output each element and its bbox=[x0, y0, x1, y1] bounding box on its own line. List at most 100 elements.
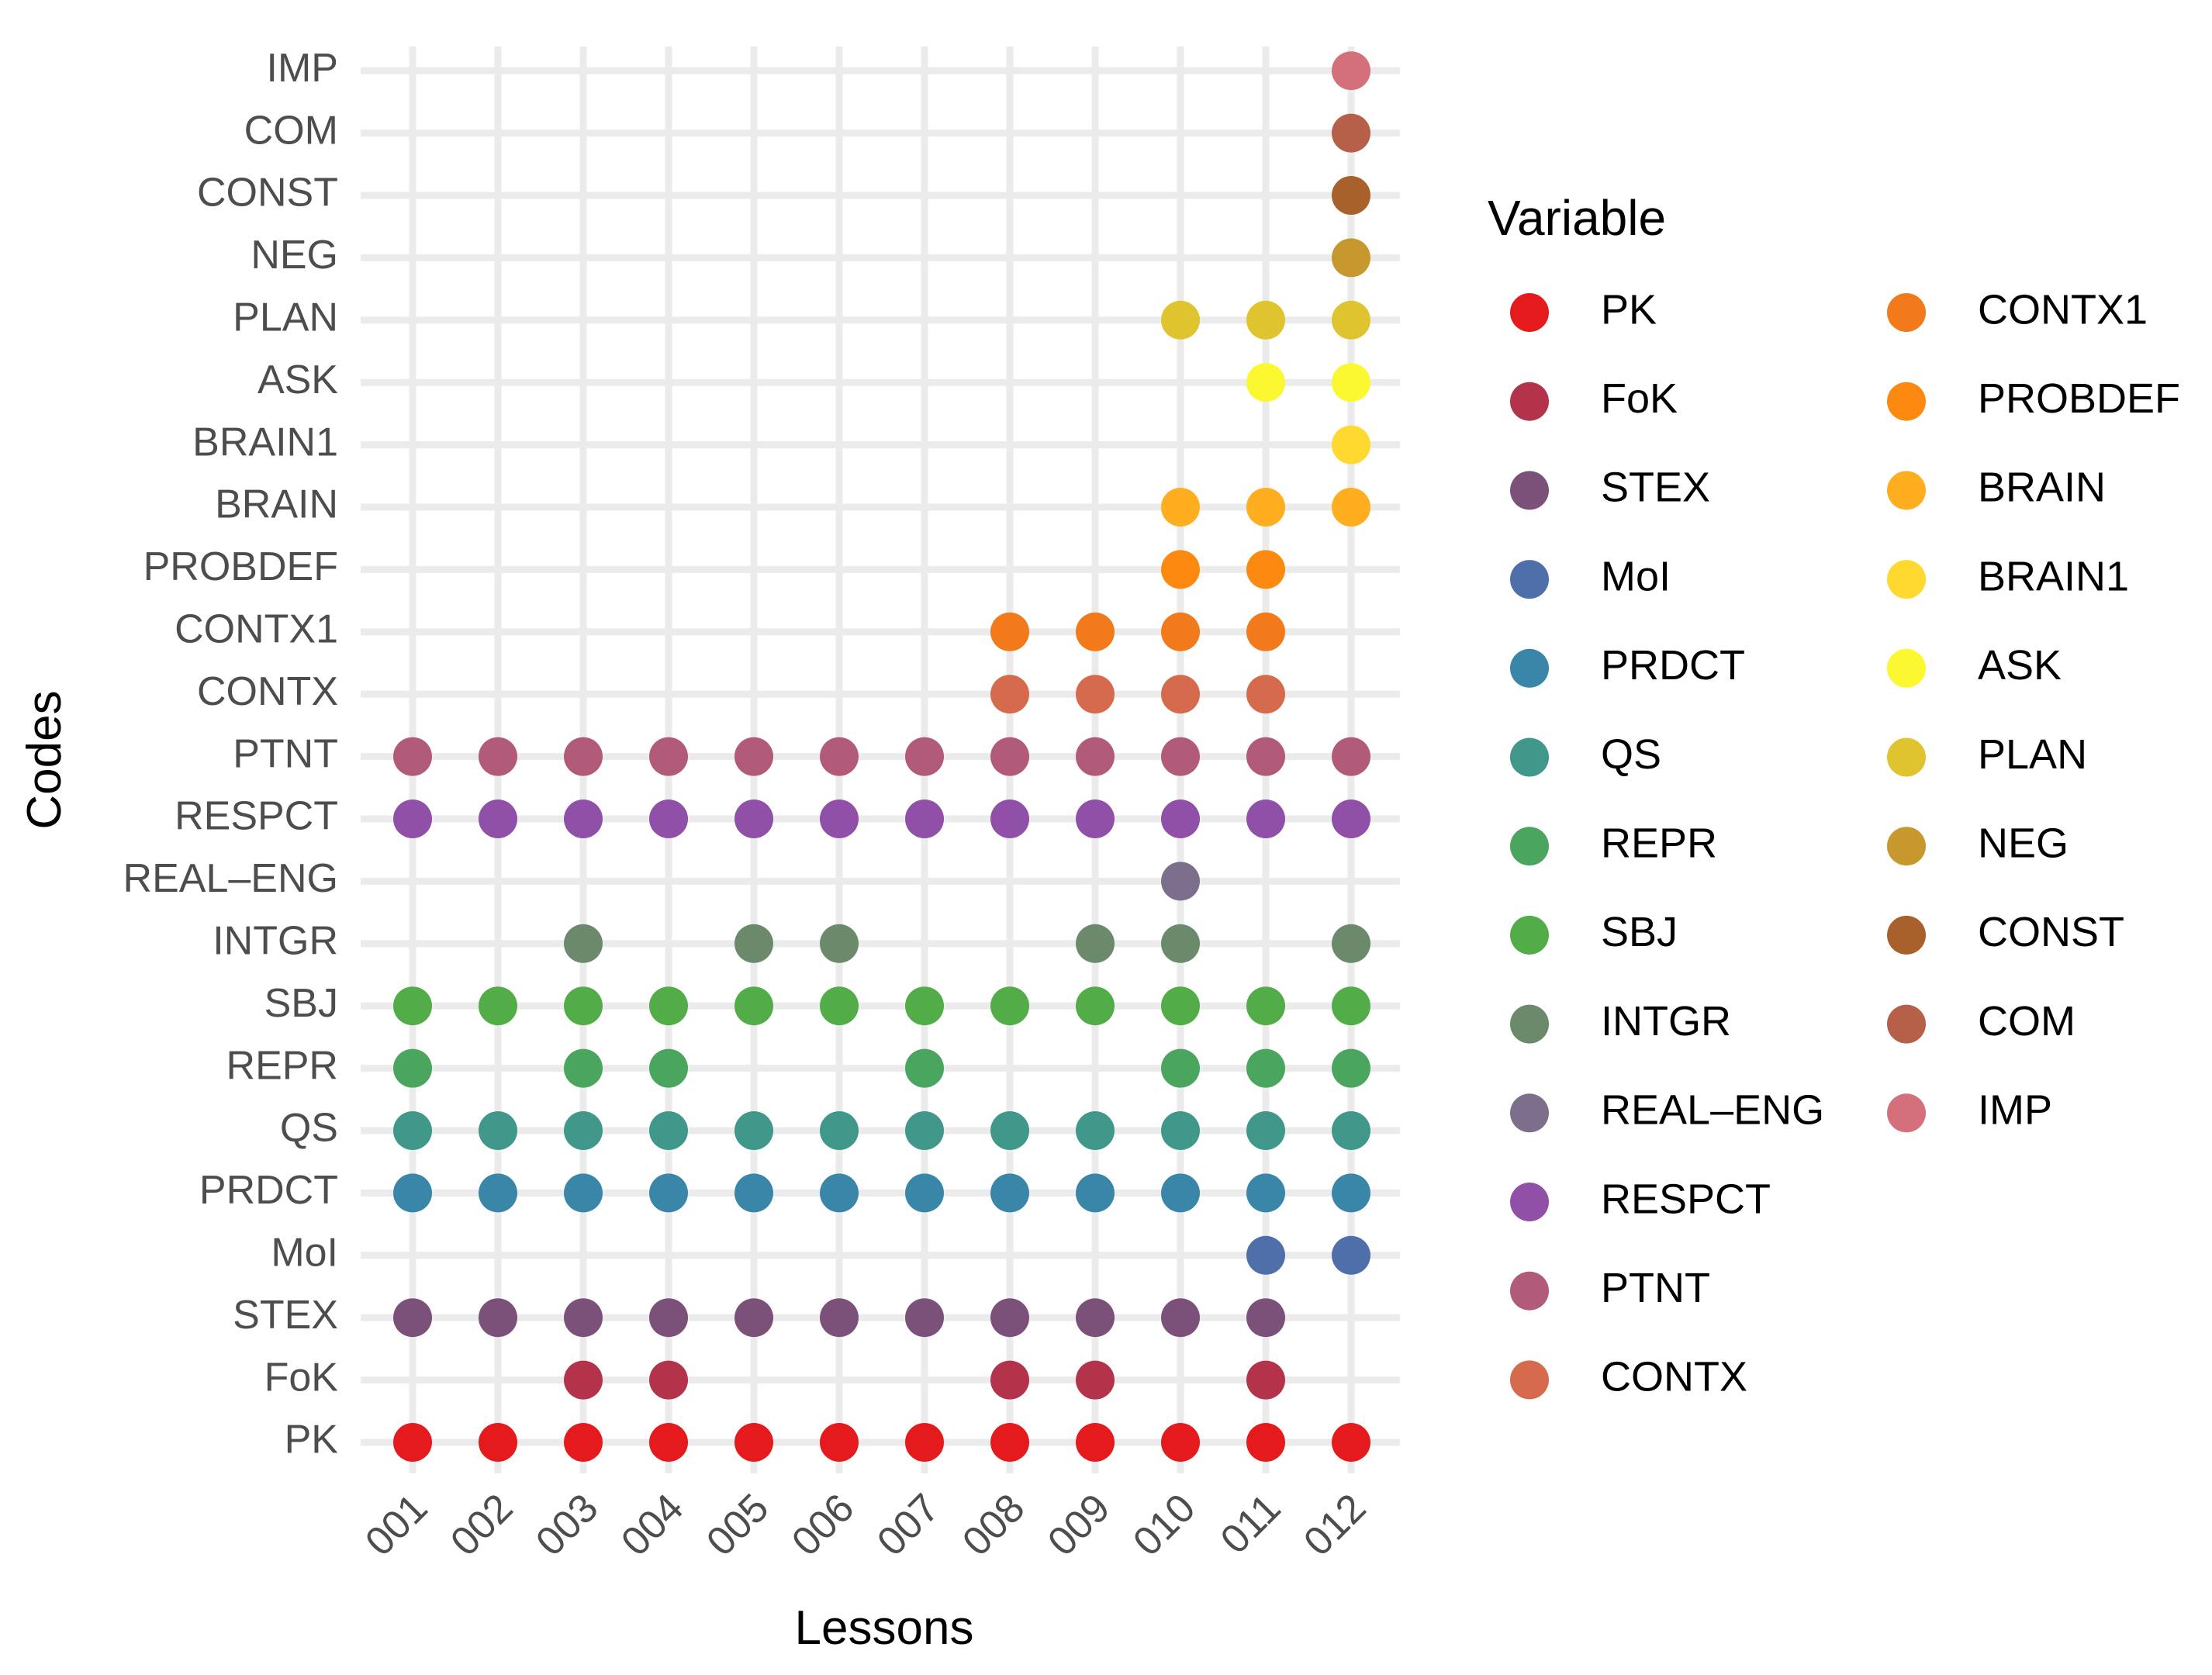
y-tick-label: REAL–ENG bbox=[123, 856, 338, 901]
data-point bbox=[1076, 675, 1115, 714]
data-point bbox=[1161, 1048, 1200, 1088]
legend-label: IMP bbox=[1978, 1087, 2052, 1134]
data-point bbox=[479, 737, 517, 776]
legend-item: QS bbox=[1510, 731, 1661, 778]
data-point bbox=[990, 612, 1029, 651]
x-tick-label: 006 bbox=[783, 1485, 862, 1564]
x-tick-label: 011 bbox=[1212, 1485, 1290, 1563]
data-point bbox=[1161, 488, 1200, 527]
legend-item: SBJ bbox=[1510, 909, 1678, 955]
data-point bbox=[734, 986, 773, 1026]
data-point bbox=[820, 737, 859, 776]
legend-label: MoI bbox=[1601, 553, 1671, 599]
data-point bbox=[1246, 1111, 1285, 1150]
data-point bbox=[649, 986, 688, 1026]
data-point bbox=[820, 924, 859, 963]
data-point bbox=[1161, 675, 1200, 714]
data-point bbox=[1332, 363, 1370, 402]
data-point bbox=[734, 800, 773, 838]
data-point bbox=[393, 1173, 432, 1213]
data-point bbox=[1332, 425, 1370, 465]
legend-swatch bbox=[1510, 1360, 1549, 1400]
data-point bbox=[393, 986, 432, 1026]
legend-swatch bbox=[1510, 1093, 1549, 1133]
legend-label: QS bbox=[1601, 731, 1661, 778]
data-point bbox=[564, 1048, 603, 1088]
legend-swatch bbox=[1510, 1183, 1549, 1221]
data-point bbox=[990, 1111, 1029, 1150]
data-point bbox=[1332, 1048, 1370, 1088]
x-tick-label: 004 bbox=[613, 1485, 692, 1564]
data-point bbox=[649, 1298, 688, 1338]
data-point bbox=[1161, 1423, 1200, 1462]
y-tick-label: CONTX1 bbox=[175, 607, 338, 652]
legend-swatch bbox=[1887, 471, 1926, 510]
legend-swatch bbox=[1510, 1004, 1549, 1044]
data-point bbox=[820, 1173, 859, 1213]
data-point bbox=[734, 1423, 773, 1462]
legend-label: BRAIN1 bbox=[1978, 553, 2129, 599]
data-point bbox=[1161, 1111, 1200, 1150]
data-point bbox=[649, 1048, 688, 1088]
data-point bbox=[734, 924, 773, 963]
data-point bbox=[393, 737, 432, 776]
legend-label: INTGR bbox=[1601, 998, 1731, 1045]
data-point bbox=[1332, 737, 1370, 776]
legend-label: CONST bbox=[1978, 909, 2124, 955]
legend-label: PK bbox=[1601, 286, 1657, 333]
data-point bbox=[1076, 1111, 1115, 1150]
data-point bbox=[905, 1048, 944, 1088]
legend-label: ASK bbox=[1978, 642, 2062, 689]
legend-swatch bbox=[1510, 737, 1549, 777]
legend-item: REAL–ENG bbox=[1510, 1087, 1824, 1134]
data-point bbox=[1161, 737, 1200, 776]
data-point bbox=[393, 800, 432, 838]
legend-swatch bbox=[1887, 1004, 1926, 1044]
x-tick-labels: 001 002 003 004 005 006 007 008 009 010 011 012 bbox=[357, 1485, 1374, 1564]
y-tick-label: PROBDEF bbox=[143, 544, 338, 589]
data-point bbox=[479, 800, 517, 838]
data-point bbox=[649, 737, 688, 776]
data-point bbox=[1076, 924, 1115, 963]
legend-swatch bbox=[1510, 560, 1549, 599]
data-point bbox=[1246, 300, 1285, 340]
legend-item: NEG bbox=[1887, 820, 2069, 866]
data-point bbox=[905, 986, 944, 1026]
data-point bbox=[734, 1173, 773, 1213]
legend-label: STEX bbox=[1601, 465, 1710, 511]
legend-item: CONTX1 bbox=[1887, 286, 2148, 333]
legend-swatch bbox=[1887, 293, 1926, 332]
data-point bbox=[1332, 1235, 1370, 1275]
data-point bbox=[1332, 1111, 1370, 1150]
legend-swatch bbox=[1510, 648, 1549, 688]
legend-title: Variable bbox=[1488, 190, 1666, 246]
data-point bbox=[1246, 1048, 1285, 1088]
legend-label: NEG bbox=[1978, 820, 2069, 866]
data-point bbox=[990, 1360, 1029, 1400]
y-tick-label: PK bbox=[285, 1418, 339, 1463]
data-point bbox=[564, 1298, 603, 1338]
y-tick-label: STEX bbox=[233, 1293, 338, 1338]
legend-swatch bbox=[1510, 915, 1549, 955]
data-point bbox=[649, 1423, 688, 1462]
data-point bbox=[1161, 300, 1200, 340]
data-point bbox=[1332, 176, 1370, 215]
legend-item: BRAIN bbox=[1887, 465, 2106, 511]
legend-item: IMP bbox=[1887, 1087, 2052, 1134]
y-axis-title: Codes bbox=[18, 690, 71, 829]
data-point bbox=[479, 1423, 517, 1462]
legend-label: REAL–ENG bbox=[1601, 1087, 1824, 1134]
x-tick-label: 005 bbox=[698, 1485, 777, 1564]
legend-item: INTGR bbox=[1510, 998, 1731, 1045]
data-points bbox=[393, 51, 1370, 1462]
y-tick-label: COM bbox=[244, 108, 338, 153]
data-point bbox=[1161, 986, 1200, 1026]
data-point bbox=[1332, 986, 1370, 1026]
legend: Variable PK FoK STEX MoI PRDCT QS REPR SBJ INTGR… bbox=[1488, 190, 2180, 1400]
legend-item: ASK bbox=[1887, 642, 2062, 689]
y-tick-label: FoK bbox=[264, 1355, 339, 1400]
y-tick-label: PLAN bbox=[233, 295, 338, 340]
legend-item: RESPCT bbox=[1510, 1176, 1771, 1222]
data-point bbox=[1076, 800, 1115, 838]
data-point bbox=[734, 737, 773, 776]
